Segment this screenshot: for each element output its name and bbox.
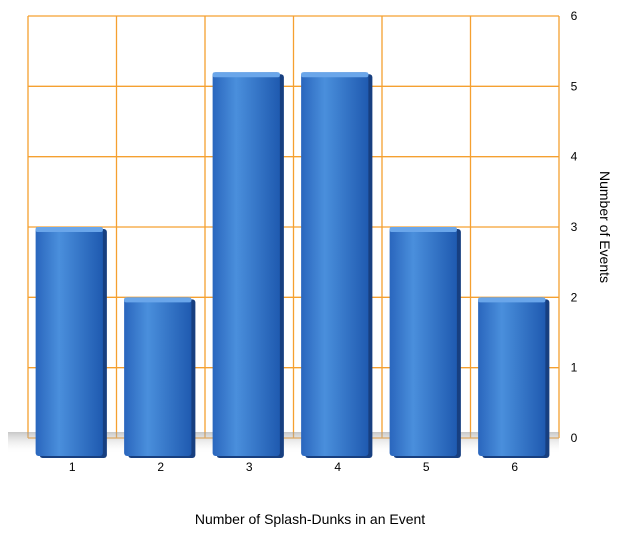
y-tick-label: 3 xyxy=(571,220,578,234)
x-axis-title: Number of Splash-Dunks in an Event xyxy=(195,511,425,527)
x-tick-label: 4 xyxy=(334,460,341,474)
bars xyxy=(35,72,550,459)
x-tick-label: 3 xyxy=(246,460,253,474)
x-tick-label: 5 xyxy=(423,460,430,474)
y-tick-label: 4 xyxy=(571,150,578,164)
x-axis-ticks: 1 2 3 4 5 6 xyxy=(69,460,519,474)
x-tick-label: 1 xyxy=(69,460,76,474)
y-axis-title: Number of Events xyxy=(597,171,613,283)
y-tick-label: 1 xyxy=(571,361,578,375)
y-tick-label: 0 xyxy=(571,431,578,445)
bar-top xyxy=(478,297,546,303)
bar-top xyxy=(389,227,457,232)
y-axis-ticks: 0 1 2 3 4 5 6 xyxy=(571,9,578,445)
bar-top xyxy=(212,72,280,78)
plot-grid xyxy=(27,15,560,439)
y-tick-label: 2 xyxy=(571,290,578,304)
x-tick-label: 6 xyxy=(511,460,518,474)
bar xyxy=(478,297,546,456)
y-tick-label: 6 xyxy=(571,9,578,23)
bar-top xyxy=(301,72,369,78)
bar-top xyxy=(124,297,192,303)
bar-top xyxy=(35,227,103,232)
bar xyxy=(124,297,192,456)
x-tick-label: 2 xyxy=(157,460,164,474)
bar xyxy=(389,227,457,456)
y-tick-label: 5 xyxy=(571,79,578,93)
bar xyxy=(301,72,369,457)
bar xyxy=(35,227,103,456)
bar xyxy=(212,72,280,457)
